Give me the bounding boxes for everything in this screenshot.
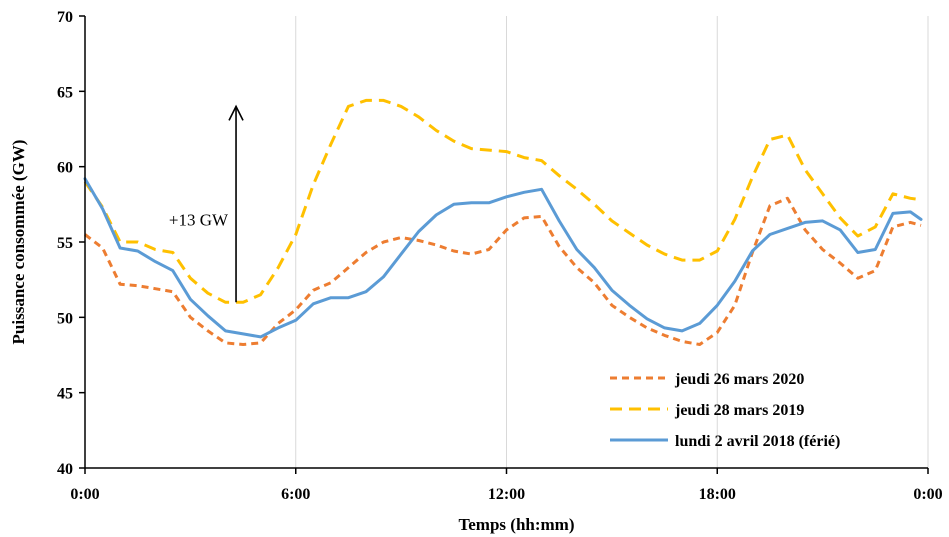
y-tick-label-3: 55	[57, 235, 73, 252]
series-line-2	[83, 177, 923, 339]
x-tick-label-1: 6:00	[281, 486, 310, 503]
x-tick-label-3: 18:00	[699, 486, 736, 503]
x-tick-label-4: 0:00	[913, 486, 942, 503]
x-tick-label-2: 12:00	[488, 486, 525, 503]
legend-label-1: jeudi 28 mars 2019	[674, 402, 804, 419]
x-tick-labels: 0:00 6:00 12:00 18:00 0:00	[70, 468, 943, 503]
y-tick-label-6: 70	[57, 9, 73, 26]
series-line-1	[83, 98, 922, 304]
y-axis-title: Puissance consommée (GW)	[9, 140, 28, 345]
y-tick-label-1: 45	[57, 386, 73, 403]
y-tick-label-4: 60	[57, 160, 73, 177]
series-lines	[83, 98, 923, 346]
x-axis-title: Temps (hh:mm)	[458, 515, 574, 534]
annotation-label: +13 GW	[169, 210, 229, 229]
y-tick-labels: 40 45 50 55 60 65 70	[57, 9, 85, 478]
y-tick-label-5: 65	[57, 84, 73, 101]
y-tick-label-0: 40	[57, 461, 73, 478]
annotation: +13 GW	[169, 104, 244, 303]
annotation-arrowhead	[228, 104, 244, 121]
gridlines	[295, 16, 929, 468]
y-tick-label-2: 50	[57, 310, 73, 327]
legend: jeudi 26 mars 2020 jeudi 28 mars 2019 lund…	[610, 371, 840, 450]
legend-label-0: jeudi 26 mars 2020	[674, 371, 804, 388]
x-tick-label-0: 0:00	[70, 486, 99, 503]
series-line-0	[84, 196, 922, 346]
legend-label-2: lundi 2 avril 2018 (férié)	[675, 433, 840, 450]
